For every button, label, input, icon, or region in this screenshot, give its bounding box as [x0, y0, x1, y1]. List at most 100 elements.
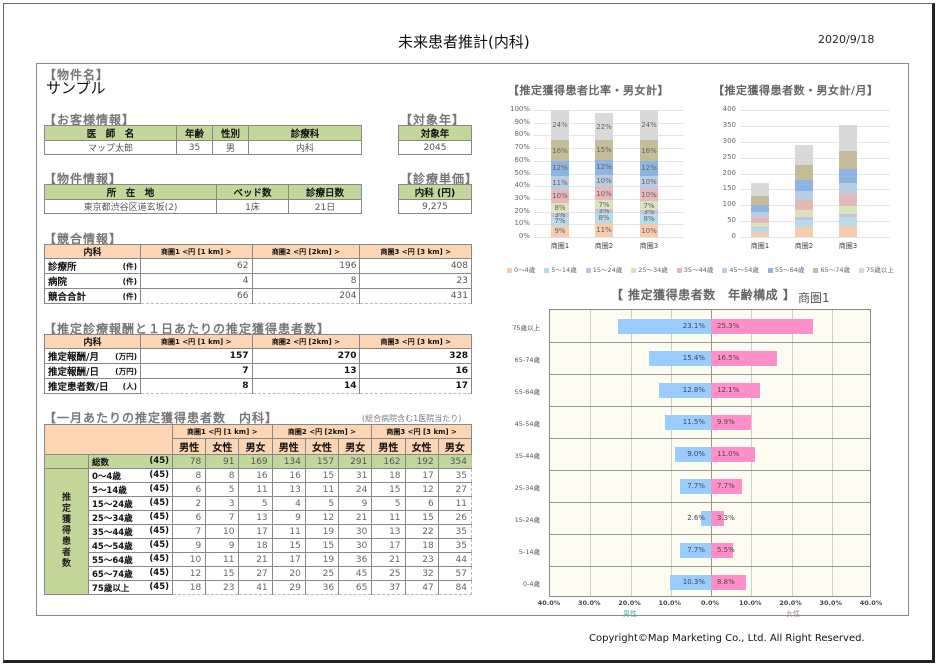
cell: 35: [437, 468, 473, 483]
cell: 7: [205, 510, 240, 525]
cell: 8: [171, 468, 207, 483]
age-text: 0～4歳: [92, 471, 121, 482]
monthly-patients-table: 商圏1 <円 [1 km] > 商圏2 <円 [2km] > 商圏3 <円 [3…: [44, 424, 473, 595]
cell: 5: [205, 482, 240, 497]
row-unit: (万円): [115, 367, 137, 376]
bar-segment: 8%: [551, 202, 569, 213]
age-axis-label: 0-4歳: [522, 579, 540, 588]
area-2-header: 商圏2 <円 [2km] >: [271, 424, 373, 439]
cell: 408: [359, 258, 472, 274]
bar-segment: [751, 222, 769, 227]
gridline: [740, 237, 890, 238]
row-patients-day: 推定患者数/日 (人): [44, 378, 141, 394]
age-label: 35～44歳 (45): [88, 524, 173, 539]
legend-item: 25～34歳: [631, 264, 668, 274]
beds: 1床: [216, 199, 289, 214]
gridline: [740, 125, 890, 127]
cell: 27: [437, 482, 473, 497]
bar-segment: [795, 210, 813, 217]
x-tick: 40.0%: [859, 599, 883, 607]
cell: 13: [251, 363, 361, 379]
cell: 22: [404, 524, 439, 539]
y-tick: 400: [722, 105, 736, 113]
cell: 18: [404, 538, 439, 553]
table-row: 5～14歳 (45) 6 5 11 13 11 24 15 12 27: [45, 482, 473, 497]
report-date: 2020/9/18: [818, 33, 875, 46]
x-category: 商圏1: [750, 242, 770, 250]
legend-swatch-icon: [507, 267, 512, 273]
bar-segment: 12%: [640, 160, 658, 177]
bar-segment: 22%: [595, 112, 613, 141]
pyramid-subtitle: 商圏1: [798, 291, 830, 305]
cell: 36: [338, 552, 373, 567]
count-chart-title: 【推定獲得患者数・男女計/月】: [713, 84, 879, 97]
cell: 16: [271, 468, 306, 483]
col-dept: 診療科: [248, 125, 362, 141]
row-revenue-day: 推定報酬/日 (万円): [44, 363, 141, 379]
cell: 24: [338, 482, 373, 497]
age-label: 65～74歳 (45): [88, 566, 173, 581]
row-unit: (件): [122, 262, 137, 271]
cell: 9: [205, 538, 240, 553]
revenue-col-3: 商圏3 <円 [3 km] >: [359, 334, 472, 349]
bar-segment: 3%: [595, 209, 613, 213]
cell: 41: [238, 580, 273, 595]
cell: 23: [205, 580, 240, 595]
bar-segment: [839, 151, 857, 170]
y-tick: 50%: [514, 168, 530, 177]
grid-vline: [831, 310, 833, 596]
col-address: 所 在 地: [44, 184, 217, 200]
cell: 17: [238, 524, 273, 539]
male-bar: 23.1%: [618, 318, 711, 334]
bar-segment: [795, 227, 813, 237]
cell: 91: [205, 454, 240, 469]
cell: 2: [171, 496, 207, 511]
age-label: 0～4歳 (45): [88, 468, 173, 483]
bar-segment: 7%: [551, 216, 569, 226]
cell: 15: [205, 566, 240, 581]
bar-segment: 7%: [595, 200, 613, 210]
age-label: 75歳以上 (45): [88, 580, 173, 595]
property-section-title: 【物件名】: [44, 68, 110, 82]
cell: 13: [271, 482, 306, 497]
cell: 44: [437, 552, 473, 567]
col-age: 年齢: [176, 125, 213, 141]
bar-segment: [751, 211, 769, 218]
male-bar: 15.4%: [649, 350, 711, 366]
bar-segment: [795, 216, 813, 220]
bar-segment: 15%: [595, 140, 613, 160]
bar-segment: [795, 200, 813, 210]
bar-segment: [751, 183, 769, 197]
male-bar: 10.3%: [669, 574, 711, 590]
cell: 192: [404, 454, 439, 469]
table-row: 55～64歳 (45) 10 11 21 17 19 36 21 23 44: [45, 552, 473, 567]
cell: 4: [140, 273, 253, 289]
row-revenue-month: 推定報酬/月 (万円): [44, 348, 141, 364]
age-text: 45～54歳: [92, 541, 133, 552]
revenue-col-1: 商圏1 <円 [1 km] >: [140, 334, 253, 349]
row-label: 競合合計: [48, 292, 87, 303]
cell: 6: [171, 510, 207, 525]
cell: 35: [437, 524, 473, 539]
cell: 12: [404, 482, 439, 497]
age-text: 25～34歳: [92, 513, 133, 524]
row-divider: [550, 406, 870, 407]
y-tick: 250: [722, 152, 736, 161]
cell: 57: [437, 566, 473, 581]
cell: 8: [140, 378, 253, 394]
y-tick: 350: [722, 120, 736, 129]
grid-vline: [630, 310, 632, 596]
legend-swatch-icon: [544, 267, 550, 273]
cell: 32: [404, 566, 439, 581]
male-axis-label: 男性: [623, 610, 637, 618]
cell: 270: [251, 348, 361, 364]
cell: 8: [251, 273, 361, 289]
male-bar: 11.5%: [664, 414, 711, 430]
cell: 47: [404, 580, 439, 595]
y-tick: 200: [722, 168, 736, 177]
cell: 7: [171, 524, 207, 539]
cell: 204: [251, 288, 361, 304]
col-sex: 性別: [212, 125, 249, 141]
age-axis-label: 25-34歳: [514, 483, 540, 492]
category-label: 推定獲得患者数: [44, 468, 89, 595]
